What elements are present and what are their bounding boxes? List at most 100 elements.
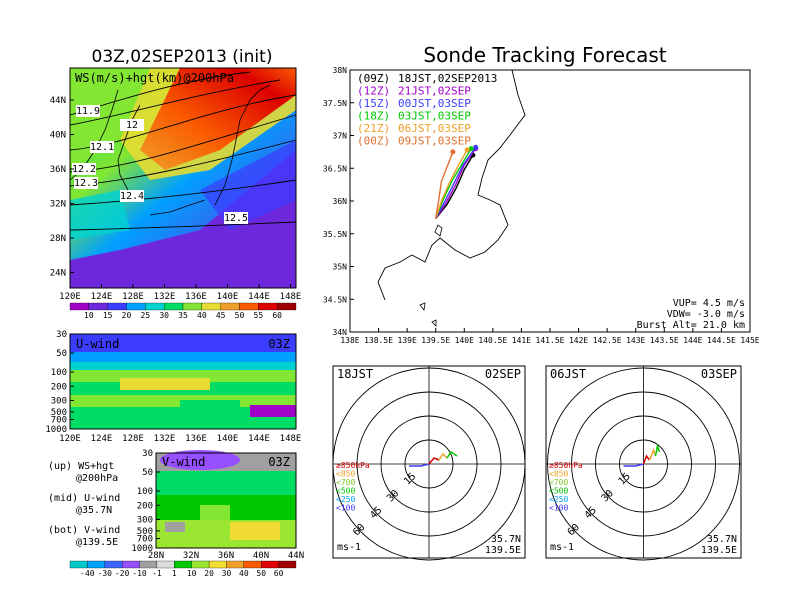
pressure-tick: 200 — [51, 382, 67, 392]
colorbar-swatch — [191, 560, 210, 569]
hodo-level: ≥850hPa — [336, 461, 370, 470]
track-legend-label: 09JST,03SEP — [398, 135, 471, 148]
track-legend-code: (00Z) — [357, 135, 390, 148]
param-vup: VUP= 4.5 m/s — [673, 298, 745, 309]
colorbar-value: 35 — [178, 311, 188, 320]
colorbar-swatch — [69, 560, 88, 569]
u-wind-panel: U-wind 03Z — [69, 333, 297, 430]
pressure-tick: 300 — [51, 397, 67, 407]
map-panel — [69, 67, 297, 289]
u-lon-tick: 128E — [122, 434, 144, 444]
map-lon-ticks: 120E 124E 128E 132E 136E 140E 144E 148E — [59, 284, 301, 302]
colorbar-value: 30 — [222, 569, 232, 578]
sonde-track — [435, 149, 468, 219]
contour-label-bg — [90, 141, 114, 153]
track-lon-tick: 138.5E — [364, 336, 393, 345]
track-lon-tick: 144.5E — [707, 336, 736, 345]
track-lon-tick: 143E — [626, 336, 645, 345]
colorbar-value: 45 — [216, 311, 226, 320]
contour-label: 12.3 — [74, 178, 98, 189]
map-lon-tick: 124E — [91, 292, 113, 302]
colorbar-value: 10 — [84, 311, 94, 320]
param-vdw: VDW= -3.0 m/s — [667, 309, 745, 320]
hodo-lon: 139.5E — [701, 545, 737, 556]
bottom-colorbar: -40 -30 -20 -10 -1 1 10 20 30 40 50 60 — [69, 560, 297, 578]
colorbar-swatch — [139, 560, 158, 569]
hodo-level: <250 — [336, 495, 355, 504]
track-lat-tick: 34.5N — [323, 295, 347, 304]
colorbar-swatch — [220, 302, 240, 311]
colorbar-swatch — [145, 302, 165, 311]
contour-label: 12.4 — [120, 191, 144, 202]
u-lon-ticks: 120E 124E 128E 132E 136E 140E 144E 148E — [59, 434, 301, 444]
hodo-level: <850 — [549, 470, 568, 479]
u-lon-tick: 120E — [59, 434, 81, 444]
track-lines — [435, 144, 479, 220]
map-lat-tick: 24N — [50, 269, 66, 279]
hodo-time: 06JST — [550, 367, 586, 381]
map-lon-tick: 136E — [185, 292, 207, 302]
colorbar-swatch — [174, 560, 192, 569]
track-lon-tick: 139.5E — [421, 336, 450, 345]
pressure-tick: 100 — [51, 368, 67, 378]
colorbar-swatch — [201, 302, 221, 311]
colorbar-value: 1 — [172, 569, 177, 578]
colorbar-value: 40 — [239, 569, 249, 578]
burst-point — [464, 147, 470, 153]
hodo-level: <100 — [336, 504, 355, 513]
colorbar-swatch — [226, 560, 244, 569]
v-wind-label: V-wind — [162, 455, 205, 469]
contour-label: 12 — [126, 120, 138, 131]
map-lat-tick: 32N — [50, 200, 66, 210]
legend-mid-1: (mid) U-wind — [48, 493, 120, 504]
colorbar-swatch — [156, 560, 175, 569]
colorbar-value: 30 — [159, 311, 169, 320]
map-lat-ticks: 44N 40N 36N 32N 28N 24N — [50, 96, 74, 279]
track-legend-code: (21Z) — [357, 122, 390, 135]
track-lat-tick: 36.5N — [323, 164, 347, 173]
colorbar-value: 60 — [274, 569, 284, 578]
hodograph-trace — [654, 443, 661, 457]
panel-legend: (up) WS+hgt @200hPa (mid) U-wind @35.7N … — [48, 461, 120, 548]
track-legend-code: (15Z) — [357, 97, 390, 110]
track-lat-tick: 36N — [333, 197, 348, 206]
track-lon-tick: 145E — [740, 336, 759, 345]
track-legend-code: (09Z) — [357, 72, 390, 85]
hodo-level: <500 — [549, 487, 568, 496]
param-burst: Burst Alt= 21.0 km — [637, 320, 745, 331]
hodo-lat: 35.7N — [491, 534, 521, 545]
colorbar-swatch — [126, 302, 146, 311]
v-wind-time: 03Z — [268, 455, 290, 469]
honshu-coastline — [377, 69, 526, 301]
legend-up-1: (up) WS+hgt — [48, 461, 114, 472]
colorbar-swatch — [69, 302, 89, 311]
hodograph-trace — [409, 463, 430, 467]
colorbar-value: 40 — [197, 311, 207, 320]
u-lon-tick: 140E — [217, 434, 239, 444]
pressure-tick: 50 — [142, 468, 153, 478]
track-lat-tick: 35N — [333, 263, 348, 272]
u-lon-tick: 124E — [91, 434, 113, 444]
map-title: 03Z,02SEP2013 (init) — [92, 47, 273, 67]
u-wind-label: U-wind — [76, 337, 119, 351]
colorbar-swatch — [278, 560, 297, 569]
legend-bot-2: @139.5E — [76, 537, 118, 548]
track-panel — [349, 69, 751, 333]
track-lon-tick: 140.5E — [478, 336, 507, 345]
hodo-level: ≥850hPa — [549, 461, 583, 470]
u-lon-tick: 144E — [248, 434, 270, 444]
legend-bot-1: (bot) V-wind — [48, 525, 120, 536]
pressure-tick: 30 — [56, 330, 67, 340]
contour-label-bg — [120, 190, 144, 202]
track-lat-tick: 37.5N — [323, 99, 347, 108]
pressure-tick: 50 — [56, 349, 67, 359]
map-lat-tick: 28N — [50, 234, 66, 244]
v-lat-ticks: 28N 32N 36N 40N 44N — [148, 551, 304, 561]
colorbar-swatch — [243, 560, 262, 569]
pressure-tick: 30 — [142, 449, 153, 459]
pressure-tick: 700 — [137, 535, 153, 545]
